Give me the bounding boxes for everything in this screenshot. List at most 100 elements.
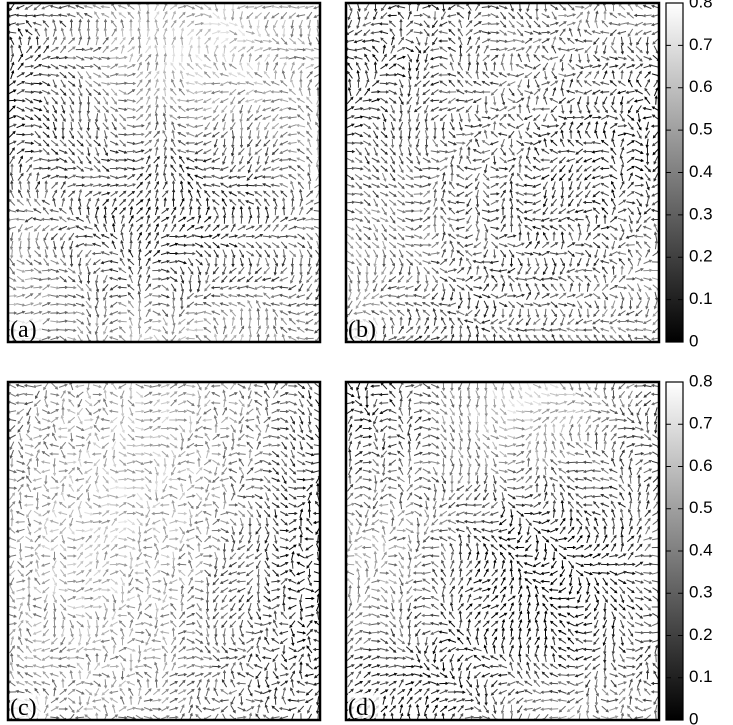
vector-arrow	[569, 257, 573, 268]
vector-arrow	[271, 681, 281, 686]
vector-arrow	[236, 443, 246, 447]
vector-arrow	[77, 416, 83, 425]
vector-arrow	[304, 336, 314, 341]
vector-arrow	[281, 61, 287, 71]
vector-arrow	[456, 71, 464, 79]
vector-arrow	[101, 519, 111, 524]
vector-arrow	[162, 636, 168, 646]
vector-arrow	[362, 21, 372, 27]
vector-arrow	[118, 55, 128, 60]
vector-arrow	[618, 382, 626, 390]
vector-arrow	[433, 11, 437, 21]
vector-arrow	[313, 311, 320, 316]
vector-arrow	[15, 22, 25, 26]
vector-arrow	[154, 678, 159, 688]
vector-arrow	[307, 499, 312, 510]
vector-arrow	[160, 426, 171, 431]
vector-arrow	[87, 628, 91, 638]
vector-arrow	[388, 241, 397, 249]
vector-arrow	[220, 528, 230, 533]
vector-arrow	[586, 308, 590, 319]
vector-arrow	[601, 198, 608, 207]
vector-arrow	[60, 491, 65, 501]
vector-arrow	[592, 64, 602, 69]
vector-arrow	[371, 45, 379, 53]
vector-arrow	[185, 157, 195, 163]
vector-arrow	[481, 157, 490, 163]
vector-arrow	[609, 293, 619, 299]
vector-arrow	[287, 157, 297, 162]
vector-arrow	[223, 551, 227, 562]
vector-arrow	[256, 299, 261, 309]
vector-arrow	[41, 4, 51, 10]
vector-arrow	[506, 327, 516, 333]
vector-arrow	[43, 517, 49, 527]
vector-arrow	[93, 80, 102, 87]
vector-arrow	[197, 457, 201, 467]
vector-arrow	[576, 164, 583, 173]
vector-arrow	[397, 275, 405, 284]
vector-arrow	[280, 417, 289, 423]
vector-arrow	[66, 664, 76, 669]
vector-arrow	[273, 69, 278, 80]
vector-arrow	[575, 5, 585, 9]
vector-arrow	[197, 398, 201, 409]
vector-arrow	[398, 249, 404, 259]
vector-arrow	[126, 596, 136, 601]
vector-arrow	[346, 408, 355, 415]
vector-arrow	[61, 197, 66, 207]
vector-arrow	[591, 30, 601, 35]
vector-arrow	[296, 571, 306, 576]
vector-arrow	[162, 309, 169, 318]
vector-arrow	[143, 671, 152, 678]
vector-arrow	[204, 250, 212, 258]
vector-arrow	[9, 266, 15, 275]
vector-arrow	[160, 392, 170, 397]
vector-arrow	[315, 491, 320, 501]
vector-arrow	[8, 198, 16, 206]
vector-arrow	[155, 492, 159, 502]
vector-arrow	[248, 257, 253, 268]
vector-arrow	[254, 468, 264, 474]
vector-arrow	[145, 113, 152, 122]
vector-arrow	[119, 207, 127, 215]
vector-arrow	[177, 105, 186, 112]
vector-arrow	[178, 309, 185, 318]
vector-arrow	[413, 409, 423, 414]
vector-arrow	[526, 457, 531, 467]
vector-arrow	[626, 427, 636, 431]
vector-arrow	[265, 316, 269, 326]
vector-arrow	[456, 241, 464, 249]
vector-arrow	[160, 302, 170, 307]
vector-arrow	[202, 426, 212, 430]
vector-arrow	[67, 80, 76, 87]
vector-arrow	[500, 214, 506, 224]
vector-arrow	[129, 231, 133, 241]
vector-arrow	[163, 27, 168, 37]
vector-arrow	[524, 252, 534, 256]
vector-arrow	[296, 469, 307, 473]
vector-arrow	[307, 172, 312, 182]
vector-arrow	[378, 392, 389, 397]
vector-arrow	[484, 104, 488, 115]
vector-arrow	[565, 149, 576, 153]
vector-arrow	[346, 123, 355, 129]
vector-arrow	[169, 260, 179, 264]
vector-arrow	[194, 115, 204, 120]
vector-arrow	[653, 300, 658, 310]
vector-arrow	[117, 319, 127, 323]
vector-arrow	[155, 163, 159, 173]
vector-arrow	[272, 130, 279, 139]
vector-arrow	[152, 707, 162, 711]
vector-arrow	[237, 561, 245, 569]
vector-arrow	[129, 653, 133, 664]
vector-arrow	[620, 146, 625, 156]
vector-arrow	[24, 90, 35, 94]
vector-arrow	[508, 249, 515, 258]
vector-arrow	[261, 285, 272, 290]
vector-arrow	[278, 98, 289, 103]
vector-arrow	[93, 165, 101, 173]
vector-arrow	[568, 181, 573, 191]
vector-arrow	[405, 47, 415, 52]
vector-arrow	[109, 570, 119, 576]
